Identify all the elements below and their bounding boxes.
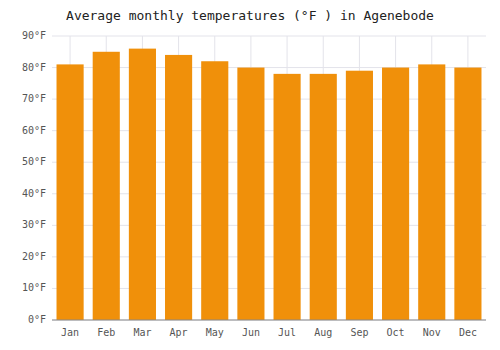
x-tick-label: Dec	[459, 327, 477, 338]
x-tick-label: Jun	[242, 327, 260, 338]
chart: 0°F 10°F 20°F 30°F 40°F 50°F 60°F 70°F 80°F 90°F J…	[0, 0, 500, 350]
y-tick-label: 10°F	[22, 282, 46, 293]
bar	[454, 68, 481, 320]
x-tick-label: Mar	[133, 327, 151, 338]
bar	[346, 71, 373, 320]
bar	[382, 68, 409, 320]
x-tick-label: Sep	[350, 327, 368, 338]
x-tick-label: Jul	[278, 327, 296, 338]
y-tick-label: 80°F	[22, 62, 46, 73]
bar	[237, 68, 264, 320]
x-tick-label: May	[206, 327, 224, 338]
x-axis: Jan Feb Mar Apr May Jun Jul Aug Sep Oct Nov Dec	[61, 327, 477, 338]
bar	[274, 74, 301, 320]
x-tick-label: Apr	[170, 327, 188, 338]
bar	[165, 55, 192, 320]
x-tick-label: Feb	[97, 327, 115, 338]
title: Average monthly temperatures (°F ) in Ag…	[66, 8, 434, 23]
y-tick-label: 30°F	[22, 219, 46, 230]
bar	[418, 64, 445, 320]
y-axis: 0°F 10°F 20°F 30°F 40°F 50°F 60°F 70°F 80°F 90°F	[22, 30, 46, 325]
bar	[201, 61, 228, 320]
bars	[57, 49, 482, 320]
x-tick-label: Jan	[61, 327, 79, 338]
grid-line-y	[52, 36, 486, 37]
x-tick-label: Nov	[423, 327, 441, 338]
x-axis-line	[52, 320, 486, 321]
y-tick-label: 70°F	[22, 93, 46, 104]
y-tick-label: 60°F	[22, 125, 46, 136]
bar	[129, 49, 156, 320]
chart-container: 0°F 10°F 20°F 30°F 40°F 50°F 60°F 70°F 80°F 90°F J…	[0, 0, 500, 350]
bar	[57, 64, 84, 320]
grid	[52, 36, 486, 320]
y-tick-label: 50°F	[22, 156, 46, 167]
x-tick-label: Oct	[387, 327, 405, 338]
bar	[310, 74, 337, 320]
x-tick-label: Aug	[314, 327, 332, 338]
y-tick-label: 20°F	[22, 251, 46, 262]
bar	[93, 52, 120, 320]
y-tick-label: 90°F	[22, 30, 46, 41]
grid-line-y	[52, 320, 486, 321]
y-tick-label: 0°F	[28, 314, 46, 325]
y-tick-label: 40°F	[22, 188, 46, 199]
